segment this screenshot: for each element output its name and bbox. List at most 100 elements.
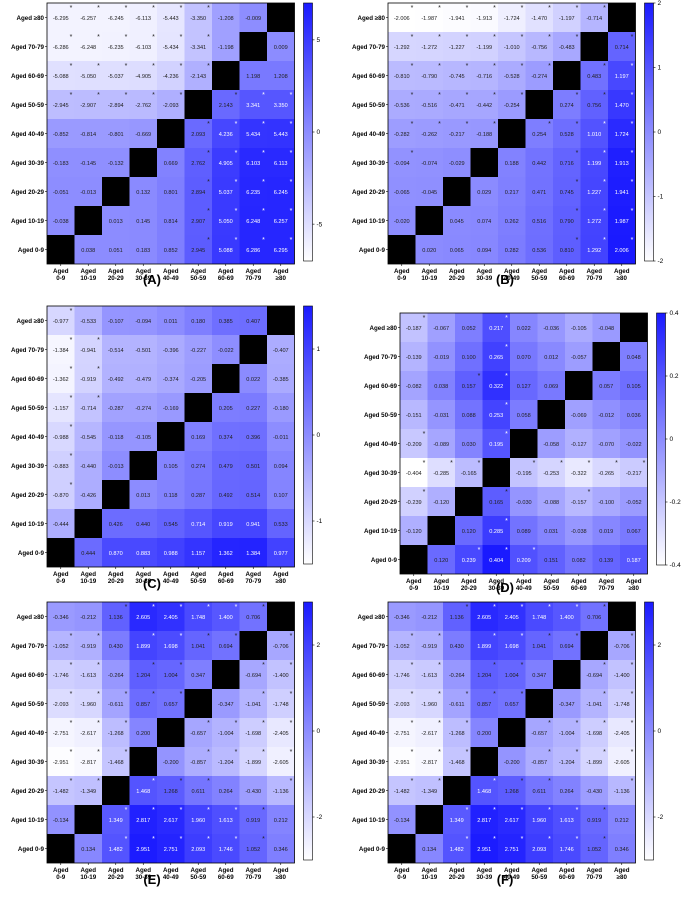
- heatmap-cell: [608, 660, 636, 689]
- heatmap-cell: [400, 313, 428, 342]
- heatmap-cell: [553, 61, 581, 90]
- significance-marker: *: [125, 691, 128, 698]
- heatmap-cell: [455, 458, 483, 487]
- significance-marker: *: [97, 720, 100, 727]
- colorbar-tick-label: 0.4: [670, 310, 679, 317]
- cell-value-label: -4.905: [135, 74, 151, 80]
- cell-value-label: 0.407: [246, 319, 260, 325]
- heatmap-cell: [388, 90, 416, 119]
- colorbar-tick-label: 0: [317, 432, 321, 439]
- heatmap-cell: [267, 451, 295, 480]
- cell-value-label: -0.180: [273, 406, 289, 412]
- significance-marker: *: [466, 749, 469, 756]
- heatmap-cell: [470, 747, 498, 776]
- heatmap-cell: [443, 206, 471, 235]
- col-tick-label: Aged 10-19: [421, 867, 437, 881]
- heatmap-cell: [388, 805, 416, 834]
- heatmap-cell: [74, 480, 102, 509]
- cell-value-label: 0.883: [136, 551, 150, 557]
- significance-marker: *: [262, 749, 265, 756]
- significance-marker: *: [548, 807, 551, 814]
- heatmap-cell: [400, 342, 428, 371]
- heatmap-cell: [482, 429, 510, 458]
- cell-value-label: 0.430: [450, 644, 464, 650]
- heatmap-cell: [74, 206, 102, 235]
- heatmap-cell: [415, 805, 443, 834]
- cell-value-label: -0.029: [449, 161, 465, 167]
- significance-marker: *: [576, 150, 579, 157]
- heatmap-cell: [443, 177, 471, 206]
- significance-marker: *: [521, 662, 524, 669]
- cell-value-label: -1.698: [245, 731, 261, 737]
- heatmap-cell: [129, 61, 157, 90]
- colorbar-tick-label: -1: [658, 194, 664, 201]
- significance-marker: *: [180, 63, 183, 70]
- cell-value-label: -0.058: [543, 442, 559, 448]
- significance-marker: *: [262, 807, 265, 814]
- significance-marker: *: [576, 237, 579, 244]
- cell-value-label: 1.197: [615, 74, 629, 80]
- cell-value-label: -2.817: [421, 760, 437, 766]
- colorbar-tick-label: 0.2: [670, 373, 679, 380]
- significance-marker: *: [125, 92, 128, 99]
- cell-value-label: -2.093: [394, 702, 410, 708]
- heatmap-cell: [239, 422, 267, 451]
- cell-value-label: -0.426: [80, 493, 96, 499]
- row-tick-label: Aged 10-19: [11, 218, 45, 225]
- row-tick-label: Aged 30-39: [352, 160, 386, 167]
- cell-value-label: -0.070: [598, 442, 614, 448]
- heatmap-cell: [74, 364, 102, 393]
- cell-value-label: -0.404: [406, 471, 422, 477]
- cell-value-label: -1.004: [218, 731, 234, 737]
- significance-marker: *: [180, 5, 183, 12]
- heatmap-cell: [388, 119, 416, 148]
- cell-value-label: 0.265: [489, 355, 503, 361]
- row-tick-label: Aged ≥80: [17, 318, 45, 325]
- col-tick-label: Aged 10-19: [80, 571, 96, 585]
- cell-value-label: -1.724: [504, 16, 520, 22]
- heatmap-cell: [580, 119, 608, 148]
- cell-value-label: -3.341: [190, 45, 206, 51]
- cell-value-label: 0.019: [599, 529, 613, 535]
- significance-marker: *: [125, 749, 128, 756]
- cell-value-label: 0.430: [109, 644, 123, 650]
- heatmap-cell: [525, 805, 553, 834]
- heatmap-cell: [498, 206, 526, 235]
- cell-value-label: 0.051: [109, 248, 123, 254]
- significance-marker: *: [411, 150, 414, 157]
- heatmap-cell: [47, 631, 75, 660]
- heatmap-cell: [157, 119, 185, 148]
- cell-value-label: -1.987: [421, 16, 437, 22]
- heatmap-cell: [565, 487, 593, 516]
- cell-value-label: -1.208: [218, 16, 234, 22]
- heatmap-cell: [443, 631, 471, 660]
- heatmap-cell: [184, 306, 212, 335]
- cell-value-label: -0.254: [504, 103, 520, 109]
- cell-value-label: 0.038: [81, 248, 95, 254]
- cell-value-label: 1.004: [164, 673, 178, 679]
- heatmap-cell: [415, 148, 443, 177]
- heatmap-cell: [74, 3, 102, 32]
- significance-marker: *: [548, 778, 551, 785]
- heatmap-panel-2: -0.977*-0.533 -0.107 -0.094 0.011 0.180 0.385…: [11, 305, 323, 591]
- heatmap-cell: [239, 335, 267, 364]
- heatmap-cell: [157, 306, 185, 335]
- significance-marker: *: [631, 63, 634, 70]
- heatmap-cell: [455, 487, 483, 516]
- significance-marker: *: [493, 34, 496, 41]
- heatmap-cell: [47, 422, 75, 451]
- heatmap-cell: [553, 689, 581, 718]
- significance-marker: *: [493, 121, 496, 128]
- row-tick-label: Aged 40-49: [352, 131, 386, 138]
- heatmap-cell: [565, 342, 593, 371]
- significance-marker: *: [438, 34, 441, 41]
- heatmap-cell: [443, 90, 471, 119]
- heatmap-cell: [239, 3, 267, 32]
- heatmap-cell: [74, 538, 102, 567]
- cell-value-label: -1.268: [108, 731, 124, 737]
- heatmap-cell: [239, 61, 267, 90]
- cell-value-label: 5.434: [246, 132, 260, 138]
- heatmap-cell: [267, 177, 295, 206]
- cell-value-label: 0.195: [489, 442, 503, 448]
